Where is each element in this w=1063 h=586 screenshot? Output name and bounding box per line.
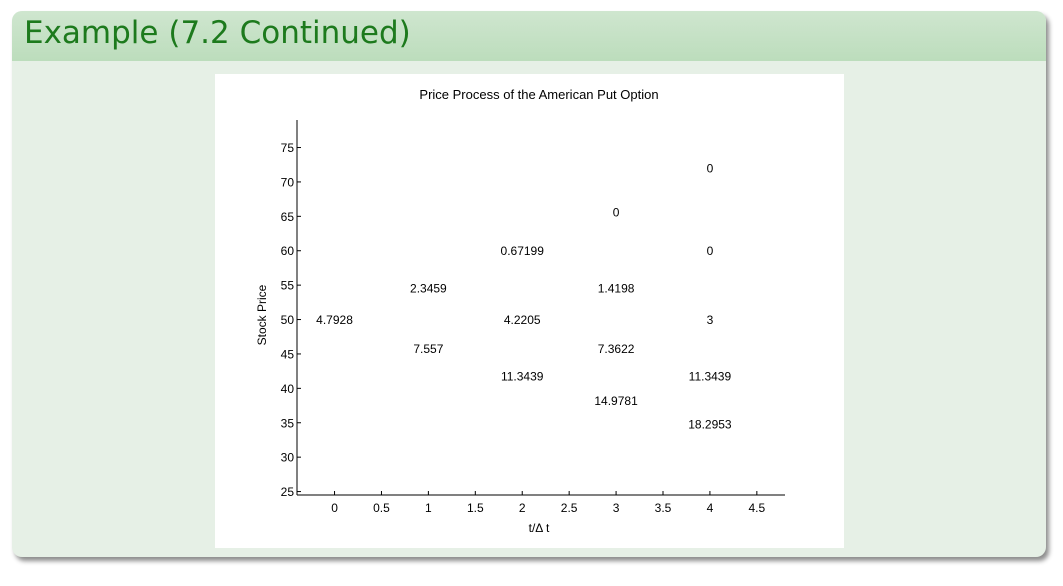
data-label: 0: [707, 244, 714, 258]
data-label: 4.2205: [504, 313, 541, 327]
data-labels: 4.7928 2.3459 7.557 0.67199 4.2205 11.3439 0 1.…: [316, 162, 732, 432]
y-tick-label: 25: [281, 485, 295, 499]
x-tick-label: 0.5: [373, 501, 390, 515]
data-label: 1.4198: [598, 281, 635, 295]
y-tick-label: 35: [281, 416, 295, 430]
price-process-chart: Price Process of the American Put Option…: [255, 87, 785, 535]
x-tick-label: 1.5: [467, 501, 484, 515]
x-tick-label: 4: [707, 501, 714, 515]
figure-panel: Price Process of the American Put Option…: [215, 74, 844, 548]
slide-title: Example (7.2 Continued): [24, 15, 411, 51]
data-label: 7.557: [413, 342, 443, 356]
axes: [296, 120, 785, 496]
slide-title-bar: Example (7.2 Continued): [12, 11, 1046, 61]
y-tick-label: 50: [281, 313, 295, 327]
y-axis-ticks: 25 30 35 40 45 50 55 60 65 70 75: [281, 141, 301, 499]
y-tick-label: 55: [281, 279, 295, 293]
x-axis-label: t/Δ t: [529, 521, 550, 535]
slide-frame: Example (7.2 Continued) Price Process of…: [12, 11, 1046, 557]
y-axis-label: Stock Price: [255, 284, 269, 345]
data-label: 11.3439: [689, 369, 732, 383]
y-tick-label: 40: [281, 382, 295, 396]
x-axis-ticks: 0 0.5 1 1.5 2 2.5 3 3.5 4 4.5: [331, 491, 766, 515]
y-tick-label: 75: [281, 141, 295, 155]
data-label: 2.3459: [410, 281, 447, 295]
data-label: 3: [707, 313, 714, 327]
data-label: 14.9781: [594, 394, 638, 408]
y-tick-label: 30: [281, 451, 295, 465]
x-tick-label: 0: [331, 501, 338, 515]
data-label: 0: [613, 206, 620, 220]
y-tick-label: 60: [281, 244, 295, 258]
y-tick-label: 65: [281, 210, 295, 224]
x-tick-label: 3: [613, 501, 620, 515]
y-tick-label: 70: [281, 175, 295, 189]
data-label: 4.7928: [316, 313, 353, 327]
data-label: 7.3622: [598, 342, 635, 356]
data-label: 0: [707, 162, 714, 176]
data-label: 11.3439: [501, 369, 544, 383]
x-tick-label: 4.5: [749, 501, 766, 515]
x-tick-label: 2.5: [561, 501, 578, 515]
x-tick-label: 1: [425, 501, 432, 515]
x-tick-label: 2: [519, 501, 526, 515]
data-label: 0.67199: [501, 244, 545, 258]
y-tick-label: 45: [281, 347, 295, 361]
chart-title: Price Process of the American Put Option: [419, 87, 658, 102]
data-label: 18.2953: [688, 418, 732, 432]
x-tick-label: 3.5: [655, 501, 672, 515]
